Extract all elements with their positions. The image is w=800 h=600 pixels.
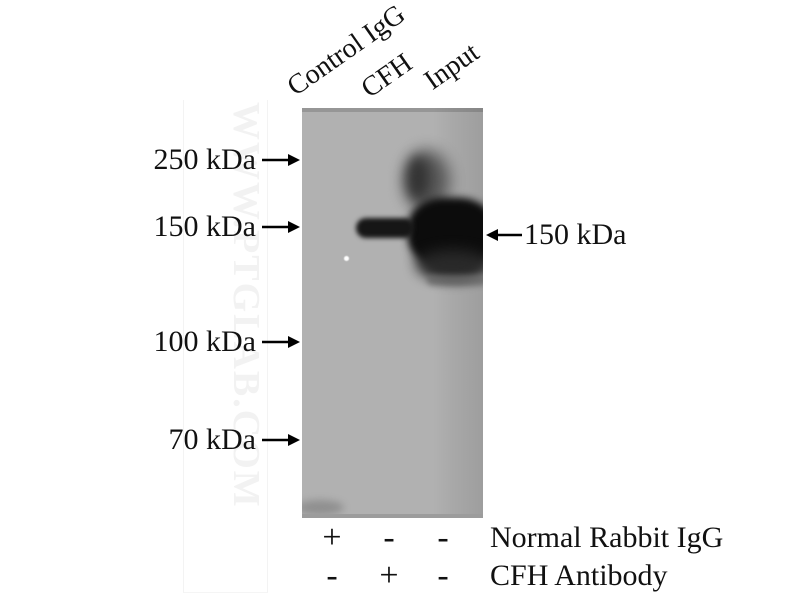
mw-marker-row-70: 70 kDa	[100, 420, 300, 460]
condition-label-cfh-antibody: CFH Antibody	[490, 559, 668, 592]
mw-marker-label-150: 150 kDa	[153, 210, 256, 243]
arrow-left-icon	[486, 229, 522, 241]
white-speck-artifact	[344, 256, 349, 261]
condition-sign: -	[326, 557, 338, 594]
blot-top-edge	[302, 108, 483, 112]
lane-label-input: Input	[418, 36, 485, 97]
bottom-left-smudge	[302, 500, 344, 515]
mw-marker-row-100: 100 kDa	[100, 322, 300, 362]
condition-sign: -	[437, 519, 449, 556]
condition-sign: +	[322, 519, 342, 556]
condition-sign: -	[437, 557, 449, 594]
condition-sign: -	[383, 519, 395, 556]
arrow-right-icon	[262, 221, 300, 233]
mw-marker-row-150: 150 kDa	[100, 207, 300, 247]
band-annotation-label: 150 kDa	[524, 218, 627, 251]
arrow-right-icon	[262, 434, 300, 446]
input-band-upper-streak	[407, 156, 429, 200]
condition-label-normal-rabbit-igg: Normal Rabbit IgG	[490, 521, 724, 554]
watermark-text: WWW.PTGLAB.COM	[225, 102, 267, 509]
arrow-right-icon	[262, 336, 300, 348]
blot-bottom-edge	[302, 514, 483, 518]
mw-marker-label-100: 100 kDa	[153, 325, 256, 358]
condition-sign: +	[379, 557, 399, 594]
input-band-faint-lower	[427, 275, 483, 285]
arrow-right-icon	[262, 154, 300, 166]
blot-membrane	[302, 108, 483, 518]
cfh-band-150kda	[356, 218, 414, 238]
watermark-box	[183, 100, 268, 593]
mw-marker-label-70: 70 kDa	[168, 423, 256, 456]
band-annotation: 150 kDa	[486, 215, 626, 255]
mw-marker-row-250: 250 kDa	[100, 140, 300, 180]
mw-marker-label-250: 250 kDa	[153, 143, 256, 176]
